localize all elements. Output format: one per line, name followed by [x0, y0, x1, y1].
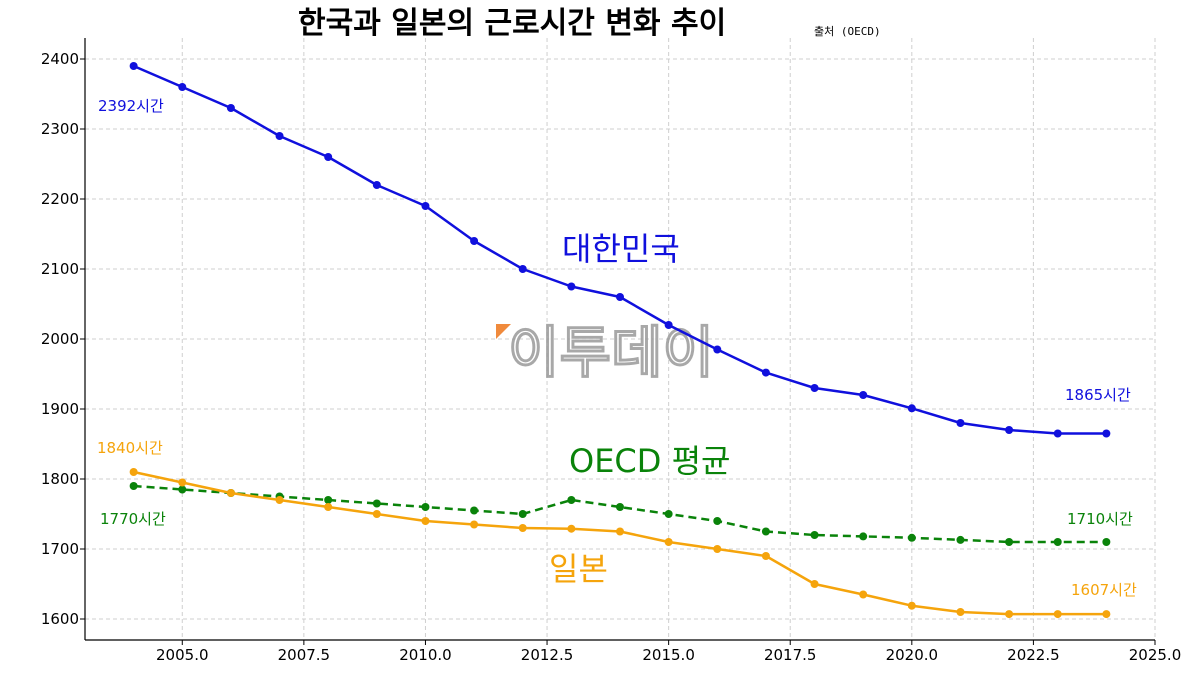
data-point-oecd [1005, 538, 1014, 546]
data-point-oecd [956, 535, 965, 544]
data-point-korea [1053, 429, 1062, 438]
data-point-oecd [761, 527, 770, 536]
watermark-text: 이투데이 [508, 321, 714, 386]
data-point-oecd [664, 510, 673, 518]
axes: 2005.0 2007.5 2010.0 2012.5 2015.0 2017.5 2020… [41, 38, 1181, 664]
end-label-oecd: 1710시간 [1067, 510, 1133, 528]
data-point-oecd [810, 531, 819, 539]
data-point-oecd [372, 499, 381, 508]
data-point-japan [226, 489, 235, 497]
end-label-korea: 1865시간 [1065, 386, 1131, 404]
data-point-oecd [859, 532, 868, 541]
data-point-korea [1005, 426, 1014, 434]
series-group [129, 62, 1111, 619]
data-point-korea [907, 404, 916, 413]
series-name-korea: 대한민국 [562, 230, 680, 268]
series-line-oecd [133, 484, 1107, 544]
data-point-korea [616, 293, 624, 301]
y-tick-label: 2300 [41, 120, 79, 138]
y-tick-label: 2400 [41, 50, 79, 68]
data-point-korea [567, 282, 576, 291]
y-tick-label: 2200 [41, 190, 79, 208]
data-point-japan [518, 524, 527, 532]
data-point-japan [1102, 610, 1111, 619]
x-tick-label: 2005.0 [156, 646, 209, 664]
data-point-japan [907, 601, 916, 610]
chart-source: 출처 (OECD) [814, 25, 881, 38]
data-point-korea [810, 384, 819, 392]
y-tick-label: 1600 [41, 610, 79, 628]
data-point-japan [567, 524, 576, 533]
x-tick-label: 2012.5 [521, 646, 574, 664]
series-name-japan: 일본 [549, 550, 608, 588]
data-point-korea [421, 202, 430, 210]
data-point-oecd [470, 506, 479, 515]
y-tick-label: 2100 [41, 260, 79, 278]
watermark-logo-icon [496, 324, 511, 339]
data-point-oecd [421, 503, 430, 511]
x-tick-label: 2025.0 [1129, 646, 1182, 664]
y-tick-label: 1800 [41, 470, 79, 488]
data-point-korea [324, 153, 333, 161]
data-point-oecd [178, 485, 187, 494]
data-point-korea [859, 391, 868, 399]
data-point-korea [761, 368, 770, 377]
data-point-japan [470, 520, 479, 529]
start-label-korea: 2392시간 [98, 97, 164, 115]
start-label-japan: 1840시간 [97, 439, 163, 457]
data-point-korea [129, 62, 138, 70]
grid [85, 38, 1156, 640]
data-point-japan [713, 545, 722, 553]
x-tick-label: 2017.5 [764, 646, 817, 664]
data-point-japan [664, 538, 673, 546]
data-point-japan [956, 608, 965, 616]
start-label-oecd: 1770시간 [100, 510, 166, 528]
data-point-japan [1005, 610, 1014, 619]
data-point-korea [275, 132, 284, 140]
data-point-japan [859, 590, 868, 599]
y-tick-label: 1900 [41, 400, 79, 418]
data-point-korea [518, 265, 527, 273]
data-point-japan [421, 517, 430, 525]
x-tick-label: 2022.5 [1007, 646, 1060, 664]
chart-title: 한국과 일본의 근로시간 변화 추이 [298, 6, 726, 41]
x-tick-label: 2007.5 [278, 646, 331, 664]
x-tick-label: 2020.0 [886, 646, 939, 664]
end-label-japan: 1607시간 [1071, 581, 1137, 599]
data-point-korea [178, 83, 187, 91]
data-point-korea [226, 104, 235, 112]
data-point-korea [372, 181, 381, 189]
data-point-japan [616, 527, 624, 536]
data-point-korea [1102, 429, 1111, 438]
data-point-japan [275, 496, 284, 504]
data-point-oecd [129, 482, 138, 490]
series-name-oecd: OECD 평균 [569, 442, 730, 480]
data-point-oecd [567, 496, 576, 504]
data-point-oecd [616, 503, 624, 511]
x-tick-label: 2015.0 [642, 646, 695, 664]
data-point-korea [713, 345, 722, 354]
data-point-japan [129, 468, 138, 476]
data-point-japan [178, 478, 187, 487]
data-point-japan [372, 510, 381, 518]
data-point-oecd [324, 496, 333, 504]
data-point-oecd [1102, 538, 1111, 546]
data-point-korea [956, 419, 965, 427]
y-tick-label: 2000 [41, 330, 79, 348]
data-point-oecd [907, 533, 916, 542]
data-point-korea [664, 321, 673, 329]
data-point-oecd [1053, 538, 1062, 546]
data-point-japan [810, 580, 819, 588]
data-point-japan [324, 503, 333, 511]
data-point-oecd [713, 517, 722, 525]
data-point-oecd [518, 510, 527, 518]
data-point-japan [761, 552, 770, 560]
data-point-korea [470, 237, 479, 245]
x-tick-label: 2010.0 [399, 646, 452, 664]
data-point-japan [1053, 610, 1062, 619]
y-tick-label: 1700 [41, 540, 79, 558]
